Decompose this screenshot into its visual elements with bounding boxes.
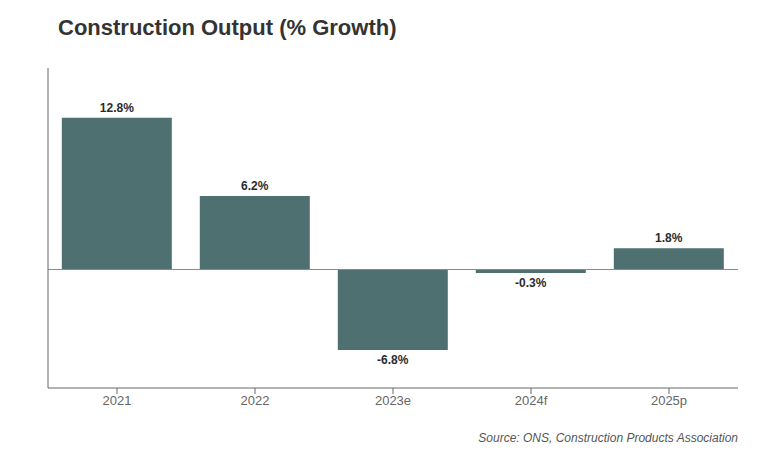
svg-text:2023e: 2023e <box>375 393 411 408</box>
svg-text:-6.8%: -6.8% <box>377 353 409 367</box>
svg-text:2025p: 2025p <box>651 393 687 408</box>
html-text:Construction Output (% Growth): Construction Output (% Growth) <box>58 15 397 40</box>
html-text:Source: ONS, Construction Prod: Source: ONS, Construction Products Assoc… <box>478 431 738 445</box>
svg-text:12.8%: 12.8% <box>100 101 134 115</box>
svg-text:2022: 2022 <box>241 393 270 408</box>
svg-text:2021: 2021 <box>103 393 132 408</box>
svg-text:1.8%: 1.8% <box>655 231 683 245</box>
svg-text:6.2%: 6.2% <box>241 179 269 193</box>
svg-text:-0.3%: -0.3% <box>515 276 547 290</box>
svg-text:2024f: 2024f <box>515 393 548 408</box>
